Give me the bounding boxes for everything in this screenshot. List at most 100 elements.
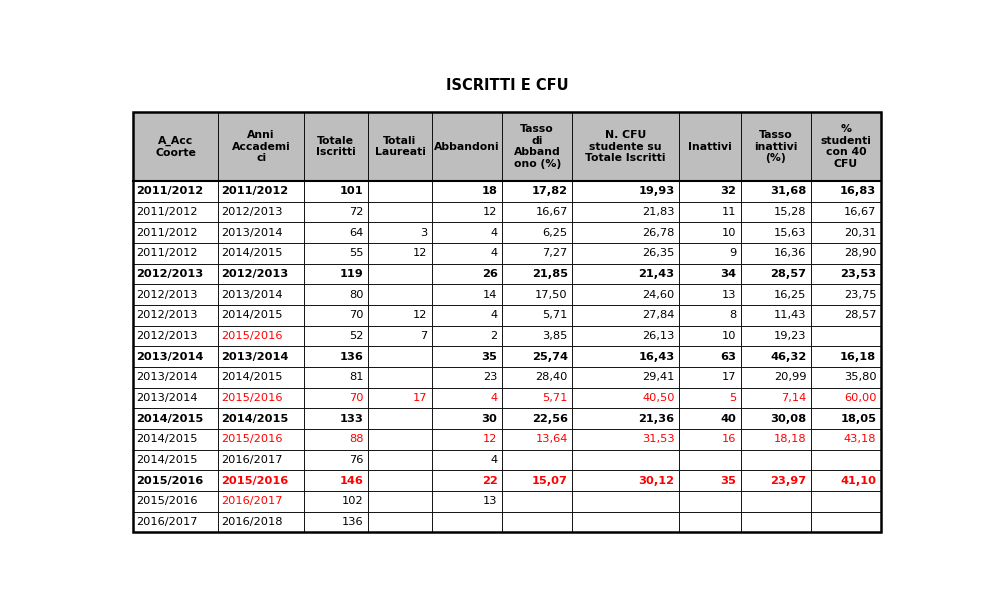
Text: 19,93: 19,93 <box>638 186 674 196</box>
Text: 2013/2014: 2013/2014 <box>222 351 289 362</box>
Text: 21,36: 21,36 <box>639 414 674 424</box>
Text: 2011/2012: 2011/2012 <box>135 207 198 217</box>
Text: 2015/2016: 2015/2016 <box>222 393 283 403</box>
Bar <box>679 367 741 388</box>
Text: 35: 35 <box>720 476 736 485</box>
Text: 28,40: 28,40 <box>535 372 568 382</box>
Text: 4: 4 <box>491 310 497 320</box>
Bar <box>304 284 368 305</box>
Bar <box>573 511 679 532</box>
Bar <box>432 511 502 532</box>
Text: 21,83: 21,83 <box>642 207 674 217</box>
Text: 2013/2014: 2013/2014 <box>222 227 283 238</box>
Text: 18,05: 18,05 <box>841 414 876 424</box>
Bar <box>304 450 368 470</box>
Bar <box>368 222 432 243</box>
Text: 13: 13 <box>722 290 736 299</box>
Text: 28,57: 28,57 <box>770 269 806 279</box>
Bar <box>502 284 573 305</box>
Bar <box>304 325 368 346</box>
Text: 15,07: 15,07 <box>532 476 568 485</box>
Text: 17: 17 <box>413 393 427 403</box>
Bar <box>219 470 304 491</box>
Text: 4: 4 <box>491 248 497 258</box>
Text: 16,83: 16,83 <box>840 186 876 196</box>
Bar <box>502 264 573 284</box>
Bar <box>368 470 432 491</box>
Text: 136: 136 <box>342 517 363 527</box>
Bar <box>811 470 881 491</box>
Bar <box>811 450 881 470</box>
Text: 25,74: 25,74 <box>532 351 568 362</box>
Bar <box>368 429 432 450</box>
Bar <box>741 325 811 346</box>
Bar <box>573 222 679 243</box>
Bar <box>219 305 304 325</box>
Text: 16,67: 16,67 <box>844 207 876 217</box>
Bar <box>679 491 741 511</box>
Text: 35,80: 35,80 <box>844 372 876 382</box>
Text: 76: 76 <box>349 455 363 465</box>
Text: Anni
Accademi
ci: Anni Accademi ci <box>231 130 291 163</box>
Bar <box>741 491 811 511</box>
Text: 2011/2012: 2011/2012 <box>135 248 198 258</box>
Text: 2015/2016: 2015/2016 <box>135 476 203 485</box>
Bar <box>811 284 881 305</box>
Bar <box>432 450 502 470</box>
Text: Inattivi: Inattivi <box>688 142 732 152</box>
Bar <box>811 491 881 511</box>
Bar <box>368 284 432 305</box>
Bar <box>368 243 432 264</box>
Text: 23,53: 23,53 <box>841 269 876 279</box>
Bar <box>304 429 368 450</box>
Text: 4: 4 <box>491 455 497 465</box>
Bar <box>432 325 502 346</box>
Text: 55: 55 <box>349 248 363 258</box>
Text: 11: 11 <box>722 207 736 217</box>
Text: 2012/2013: 2012/2013 <box>135 310 198 320</box>
Text: 18,18: 18,18 <box>773 435 806 444</box>
Bar <box>573 429 679 450</box>
Bar <box>304 491 368 511</box>
Bar <box>502 243 573 264</box>
Bar <box>432 408 502 429</box>
Text: 2016/2017: 2016/2017 <box>222 496 283 507</box>
Bar <box>679 388 741 408</box>
Text: 146: 146 <box>339 476 363 485</box>
Bar <box>679 511 741 532</box>
Bar <box>219 325 304 346</box>
Text: 2014/2015: 2014/2015 <box>222 248 283 258</box>
Bar <box>679 305 741 325</box>
Text: 16: 16 <box>722 435 736 444</box>
Text: 3,85: 3,85 <box>542 331 568 341</box>
Bar <box>573 367 679 388</box>
Text: 80: 80 <box>349 290 363 299</box>
Bar <box>573 325 679 346</box>
Text: 72: 72 <box>349 207 363 217</box>
Text: Totali
Laureati: Totali Laureati <box>375 136 425 158</box>
Bar <box>502 408 573 429</box>
Text: 4: 4 <box>491 227 497 238</box>
Text: 14: 14 <box>484 290 497 299</box>
Text: 2013/2014: 2013/2014 <box>222 290 283 299</box>
Bar <box>133 243 219 264</box>
Text: 28,57: 28,57 <box>844 310 876 320</box>
Text: 2011/2012: 2011/2012 <box>222 186 289 196</box>
Text: 2011/2012: 2011/2012 <box>135 227 198 238</box>
Bar <box>304 470 368 491</box>
Bar <box>679 325 741 346</box>
Text: 7: 7 <box>420 331 427 341</box>
Bar <box>368 181 432 202</box>
Bar <box>133 284 219 305</box>
Text: 12: 12 <box>484 435 497 444</box>
Text: 26,13: 26,13 <box>642 331 674 341</box>
Text: 28,90: 28,90 <box>844 248 876 258</box>
Text: 2014/2015: 2014/2015 <box>135 435 198 444</box>
Bar <box>133 181 219 202</box>
Bar <box>432 491 502 511</box>
Bar <box>741 450 811 470</box>
Text: 2012/2013: 2012/2013 <box>222 207 283 217</box>
Text: 2011/2012: 2011/2012 <box>135 186 203 196</box>
Text: 17: 17 <box>722 372 736 382</box>
Bar <box>304 305 368 325</box>
